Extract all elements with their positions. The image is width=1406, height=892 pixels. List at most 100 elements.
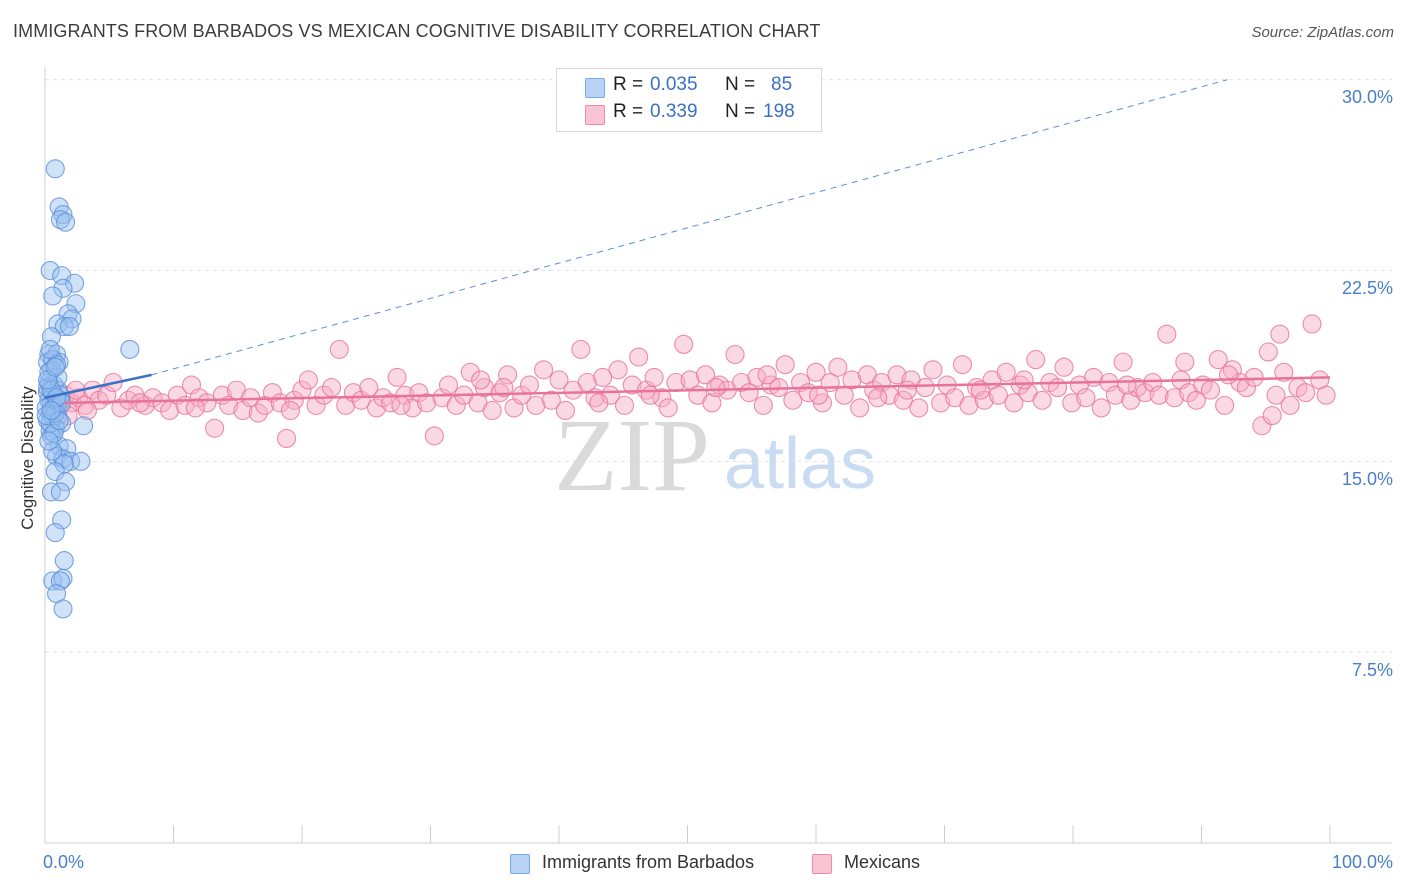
bottom-legend-label-mexicans: Mexicans bbox=[844, 852, 921, 872]
correlation-legend: R = 0.035 N = 85 R = 0.339 N = 198 bbox=[556, 68, 822, 132]
point-mexicans bbox=[1113, 352, 1133, 372]
point-mexicans bbox=[329, 339, 349, 359]
point-barbados bbox=[57, 439, 77, 459]
point-mexicans bbox=[1117, 375, 1137, 395]
point-mexicans bbox=[498, 365, 518, 385]
point-mexicans bbox=[1280, 395, 1300, 415]
point-mexicans bbox=[868, 388, 888, 408]
point-mexicans bbox=[1048, 378, 1068, 398]
point-mexicans bbox=[887, 365, 907, 385]
scatter-points bbox=[36, 159, 1336, 619]
point-barbados bbox=[54, 551, 74, 571]
point-mexicans bbox=[280, 400, 300, 421]
point-mexicans bbox=[1200, 380, 1221, 400]
y-tick-label-15: 15.0% bbox=[1341, 469, 1393, 489]
point-mexicans bbox=[322, 378, 342, 398]
legend-r-value: 0.339 bbox=[650, 101, 698, 122]
point-barbados bbox=[50, 482, 70, 502]
bottom-legend-swatch-barbados bbox=[510, 854, 530, 874]
point-mexicans bbox=[923, 360, 943, 380]
point-barbados bbox=[66, 294, 86, 314]
point-mexicans bbox=[1270, 324, 1290, 344]
point-mexicans bbox=[996, 362, 1016, 382]
x-tick-label-max: 100.0% bbox=[1331, 852, 1393, 872]
point-mexicans bbox=[608, 360, 628, 380]
point-barbados bbox=[43, 286, 63, 306]
zipatlas-watermark: ZIP atlas bbox=[554, 398, 876, 513]
point-barbados bbox=[74, 416, 94, 436]
trend-line-barbados bbox=[44, 373, 152, 399]
gridlines bbox=[45, 79, 1392, 653]
point-mexicans bbox=[757, 365, 777, 385]
point-mexicans bbox=[1091, 398, 1111, 418]
point-barbados bbox=[40, 260, 60, 281]
point-mexicans bbox=[658, 398, 678, 418]
point-mexicans bbox=[1026, 350, 1046, 370]
point-mexicans bbox=[629, 347, 649, 367]
point-mexicans bbox=[284, 390, 304, 410]
point-mexicans bbox=[1143, 372, 1163, 393]
point-mexicans bbox=[1218, 365, 1239, 385]
point-mexicans bbox=[593, 367, 613, 387]
point-mexicans bbox=[185, 398, 205, 418]
point-mexicans bbox=[549, 370, 569, 390]
legend-swatch-mexicans bbox=[585, 105, 605, 125]
point-barbados bbox=[120, 339, 140, 359]
point-mexicans bbox=[731, 372, 752, 393]
point-mexicans bbox=[783, 390, 803, 410]
point-mexicans bbox=[387, 367, 407, 387]
point-barbados bbox=[52, 510, 72, 530]
point-mexicans bbox=[1054, 357, 1074, 377]
point-mexicans bbox=[1032, 390, 1052, 410]
point-mexicans bbox=[1244, 367, 1264, 387]
point-barbados bbox=[36, 406, 56, 426]
point-mexicans bbox=[850, 398, 870, 418]
point-mexicans bbox=[534, 360, 554, 380]
point-mexicans bbox=[152, 393, 172, 413]
point-mexicans bbox=[248, 403, 268, 423]
point-barbados bbox=[45, 357, 65, 377]
point-mexicans bbox=[614, 395, 635, 415]
point-mexicans bbox=[806, 362, 826, 382]
y-tick-label-22-5: 22.5% bbox=[1341, 278, 1393, 298]
point-mexicans bbox=[277, 428, 297, 449]
chart-title: IMMIGRANTS FROM BARBADOS VS MEXICAN COGN… bbox=[13, 21, 821, 41]
point-mexicans bbox=[842, 370, 862, 390]
point-mexicans bbox=[571, 339, 591, 359]
legend-r-label: R = bbox=[613, 101, 644, 122]
trend-line-mexicans bbox=[64, 376, 1331, 405]
point-mexicans bbox=[298, 370, 318, 390]
point-barbados bbox=[49, 411, 69, 431]
point-mexicans bbox=[1316, 385, 1336, 405]
point-mexicans bbox=[652, 388, 672, 408]
point-mexicans bbox=[1157, 324, 1177, 344]
legend-n-label: N = bbox=[725, 101, 756, 122]
legend-n-label: N = bbox=[725, 74, 756, 95]
point-mexicans bbox=[1135, 383, 1155, 403]
legend-n-value: 85 bbox=[771, 74, 793, 95]
point-mexicans bbox=[1252, 416, 1272, 436]
point-mexicans bbox=[893, 390, 913, 410]
point-barbados bbox=[41, 400, 61, 421]
point-barbados bbox=[50, 571, 70, 591]
point-mexicans bbox=[1208, 350, 1228, 370]
point-barbados bbox=[40, 339, 60, 359]
point-mexicans bbox=[1149, 385, 1169, 405]
point-mexicans bbox=[1274, 362, 1294, 382]
point-mexicans bbox=[541, 390, 561, 410]
point-barbados bbox=[59, 316, 79, 337]
legend-r-value: 0.035 bbox=[650, 74, 698, 95]
point-mexicans bbox=[391, 395, 411, 415]
trend-line-barbados-extended bbox=[151, 79, 1228, 376]
bottom-legend-label-barbados: Immigrants from Barbados bbox=[542, 852, 755, 872]
watermark-zip: ZIP bbox=[554, 398, 710, 513]
point-mexicans bbox=[1296, 383, 1316, 403]
point-mexicans bbox=[674, 334, 694, 354]
point-mexicans bbox=[828, 357, 848, 377]
point-mexicans bbox=[1215, 395, 1235, 415]
point-mexicans bbox=[471, 370, 491, 390]
watermark-atlas: atlas bbox=[724, 424, 876, 504]
point-mexicans bbox=[809, 385, 829, 405]
point-mexicans bbox=[366, 398, 387, 418]
